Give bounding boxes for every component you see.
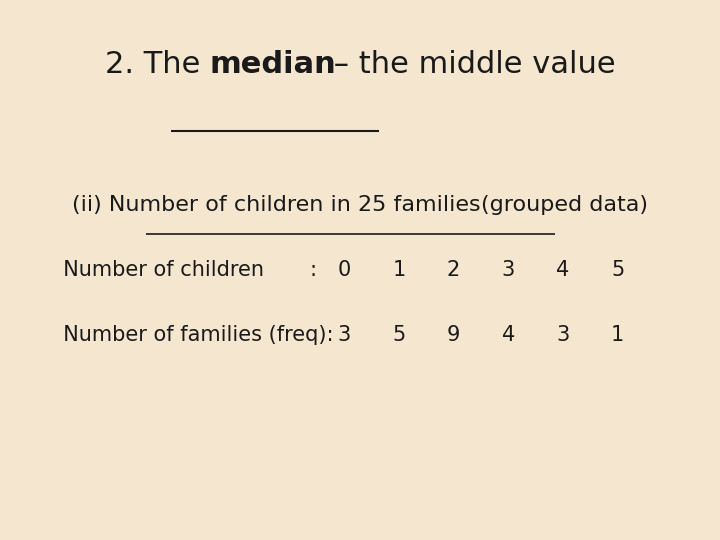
Text: 5: 5 <box>392 325 405 345</box>
Text: (ii) Number of children in 25 families: (ii) Number of children in 25 families <box>72 195 481 215</box>
Text: median: median <box>210 50 336 79</box>
Text: 4: 4 <box>557 260 570 280</box>
Text: 5: 5 <box>611 260 624 280</box>
Text: 2. The: 2. The <box>104 50 210 79</box>
Text: 2: 2 <box>447 260 460 280</box>
Text: Number of children: Number of children <box>50 260 264 280</box>
Text: 9: 9 <box>447 325 460 345</box>
Text: (grouped data): (grouped data) <box>481 195 648 215</box>
Text: 1: 1 <box>611 325 624 345</box>
Text: 1: 1 <box>392 260 405 280</box>
Text: – the middle value: – the middle value <box>324 50 616 79</box>
Text: :: : <box>310 260 317 280</box>
Text: 3: 3 <box>557 325 570 345</box>
Text: 0: 0 <box>338 260 351 280</box>
Text: 3: 3 <box>338 325 351 345</box>
Text: 4: 4 <box>502 325 515 345</box>
Text: Number of families (freq):: Number of families (freq): <box>50 325 334 345</box>
Text: 3: 3 <box>502 260 515 280</box>
